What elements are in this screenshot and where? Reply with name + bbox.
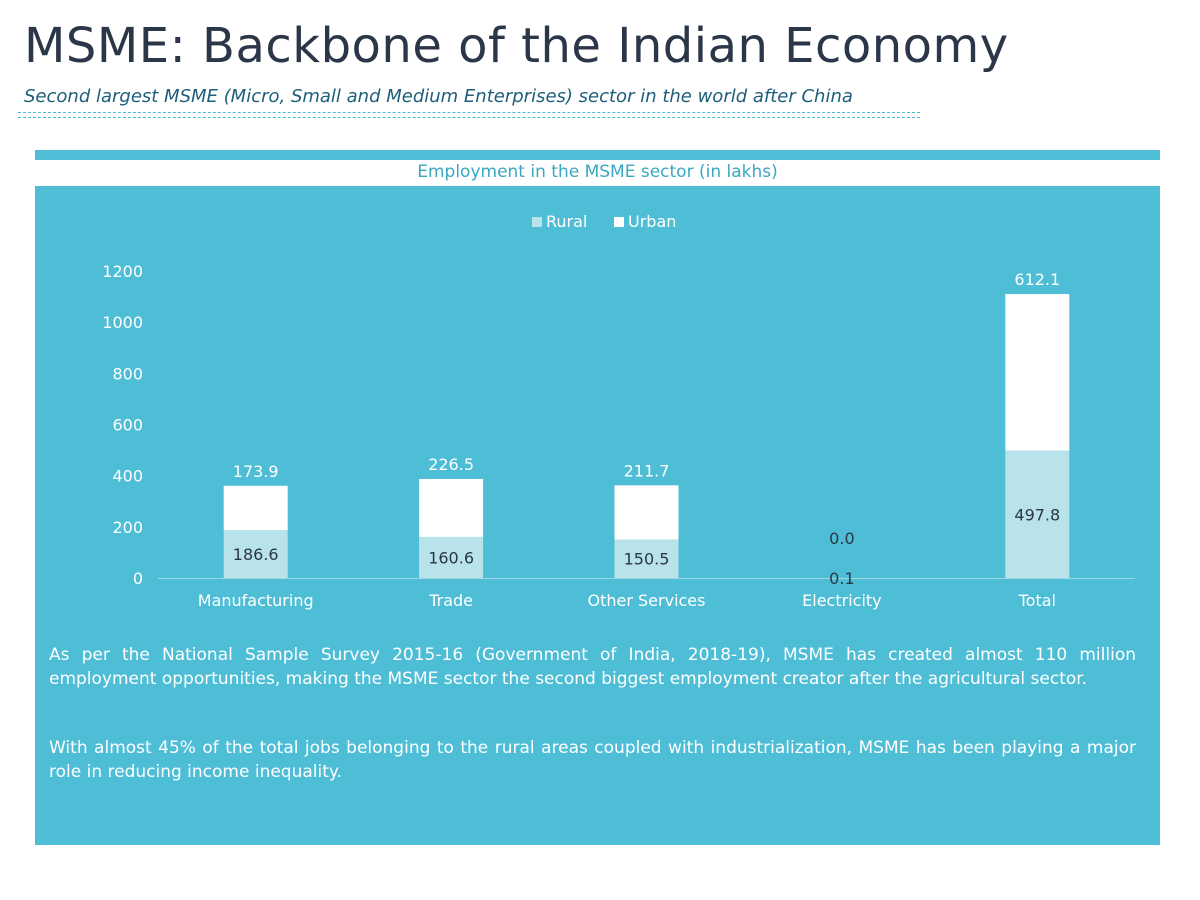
y-tick-label-200: 200	[112, 518, 143, 537]
data-label-rural-manufacturing: 186.6	[233, 545, 279, 564]
x-tick-label-trade: Trade	[428, 591, 473, 610]
chart-panel: Employment in the MSME sector (in lakhs)…	[35, 150, 1160, 845]
y-tick-label-600: 600	[112, 416, 143, 435]
data-label-rural-trade: 160.6	[428, 548, 474, 567]
y-tick-label-400: 400	[112, 467, 143, 486]
data-label-urban-other-services: 211.7	[624, 461, 670, 480]
data-label-urban-manufacturing: 173.9	[233, 462, 279, 481]
chart-title: Employment in the MSME sector (in lakhs)	[417, 162, 778, 182]
data-label-rural-electricity: 0.1	[829, 569, 854, 588]
y-tick-label-800: 800	[112, 364, 143, 383]
bar-rural-trade	[419, 536, 484, 578]
legend-swatch-rural	[532, 217, 542, 227]
data-label-urban-total: 612.1	[1014, 270, 1060, 289]
data-label-rural-other-services: 150.5	[624, 550, 670, 569]
chart-svg: Rural Urban 0 200 400 600 800 1000 1200 186.6 173.…	[102, 212, 1135, 610]
bar-rural-total	[1005, 450, 1070, 578]
x-tick-label-other-services: Other Services	[588, 591, 706, 610]
legend-label-urban: Urban	[628, 212, 676, 231]
bar-urban-trade	[419, 478, 484, 537]
data-label-rural-total: 497.8	[1014, 505, 1060, 524]
bar-urban-total	[1005, 294, 1070, 451]
legend-label-rural: Rural	[546, 212, 587, 231]
x-tick-label-manufacturing: Manufacturing	[198, 591, 314, 610]
bar-urban-other-services	[614, 485, 679, 540]
data-label-urban-electricity: 0.0	[829, 529, 854, 548]
data-label-urban-trade: 226.5	[428, 455, 474, 474]
legend-swatch-urban	[614, 217, 624, 227]
y-tick-label-0: 0	[133, 569, 143, 588]
x-tick-label-electricity: Electricity	[802, 591, 881, 610]
bar-rural-manufacturing	[223, 530, 288, 578]
title-divider	[18, 112, 920, 118]
x-tick-label-total: Total	[1018, 591, 1056, 610]
bar-urban-manufacturing	[223, 485, 288, 531]
bar-rural-other-services	[614, 539, 679, 578]
paragraph-employment: As per the National Sample Survey 2015-1…	[49, 645, 1136, 689]
y-tick-label-1200: 1200	[102, 262, 143, 281]
y-tick-label-1000: 1000	[102, 313, 143, 332]
page-title: MSME: Backbone of the Indian Economy	[24, 18, 1009, 74]
paragraph-rural-jobs: With almost 45% of the total jobs belong…	[49, 738, 1136, 782]
chart-header: Employment in the MSME sector (in lakhs)	[35, 160, 1160, 186]
page-subtitle: Second largest MSME (Micro, Small and Me…	[24, 86, 853, 107]
